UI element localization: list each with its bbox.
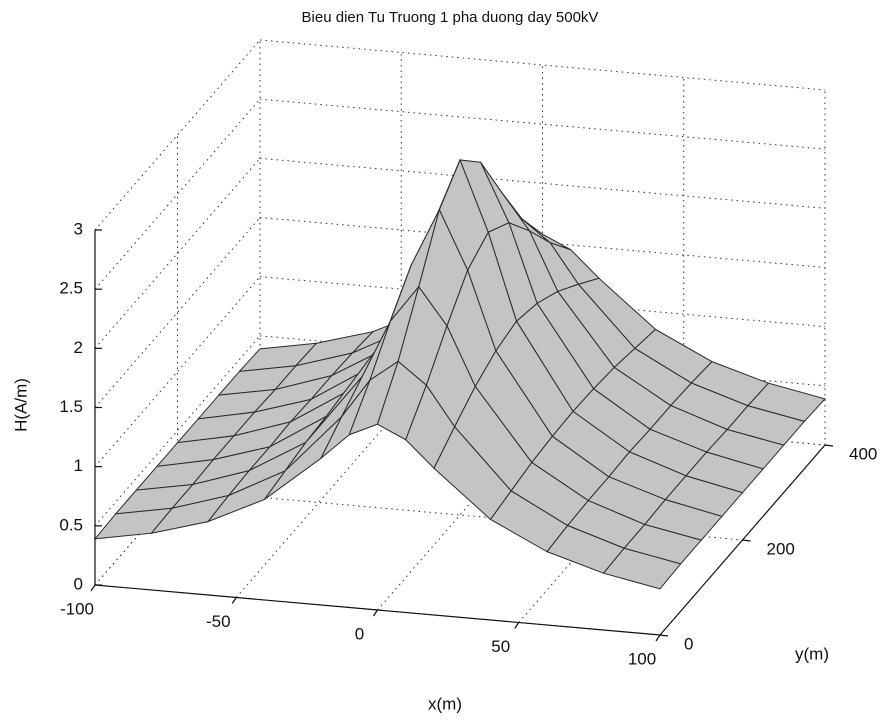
- grid-line: [259, 217, 826, 268]
- grid-line: [94, 39, 261, 231]
- grid-line: [94, 276, 261, 467]
- tick-mark: [824, 444, 834, 447]
- y-tick-label: 400: [849, 444, 877, 463]
- chart-title: Bieu dien Tu Truong 1 pha duong day 500k…: [302, 9, 599, 26]
- z-axis-label: H(A/m): [11, 378, 30, 432]
- grid-line: [94, 335, 261, 527]
- tick-mark: [231, 597, 237, 604]
- grid-line: [94, 98, 261, 290]
- surface-patch: [602, 547, 682, 590]
- tick-mark: [90, 584, 96, 592]
- y-tick-label: 200: [767, 539, 795, 558]
- z-tick-label: 2.5: [59, 279, 83, 298]
- z-tick-label: 0: [74, 574, 83, 593]
- grid-line: [94, 158, 261, 349]
- grid-line: [177, 489, 743, 541]
- grid-line: [259, 157, 826, 209]
- tick-mark: [373, 609, 378, 617]
- grid-line: [259, 39, 826, 91]
- grid-line: [259, 276, 826, 328]
- tick-mark: [655, 634, 661, 642]
- grid-line: [259, 98, 826, 150]
- x-tick-label: 50: [491, 637, 510, 656]
- x-tick-label: 0: [355, 624, 364, 643]
- tick-mark: [659, 634, 669, 637]
- y-tick-label: 0: [684, 634, 693, 653]
- x-tick-label: -100: [60, 599, 94, 618]
- tick-mark: [514, 622, 520, 629]
- z-tick-label: 1: [74, 456, 83, 475]
- x-axis-label: x(m): [428, 694, 462, 713]
- z-tick-label: 2: [74, 338, 83, 357]
- z-tick-label: 1.5: [59, 397, 83, 416]
- grid-line: [94, 217, 261, 408]
- y-axis-label: y(m): [795, 644, 829, 663]
- z-tick-label: 0.5: [59, 515, 83, 534]
- tick-mark: [742, 539, 751, 542]
- x-tick-label: -50: [206, 612, 231, 631]
- x-tick-label: 100: [628, 649, 656, 668]
- z-tick-label: 3: [74, 219, 83, 238]
- grid-line: [235, 407, 402, 598]
